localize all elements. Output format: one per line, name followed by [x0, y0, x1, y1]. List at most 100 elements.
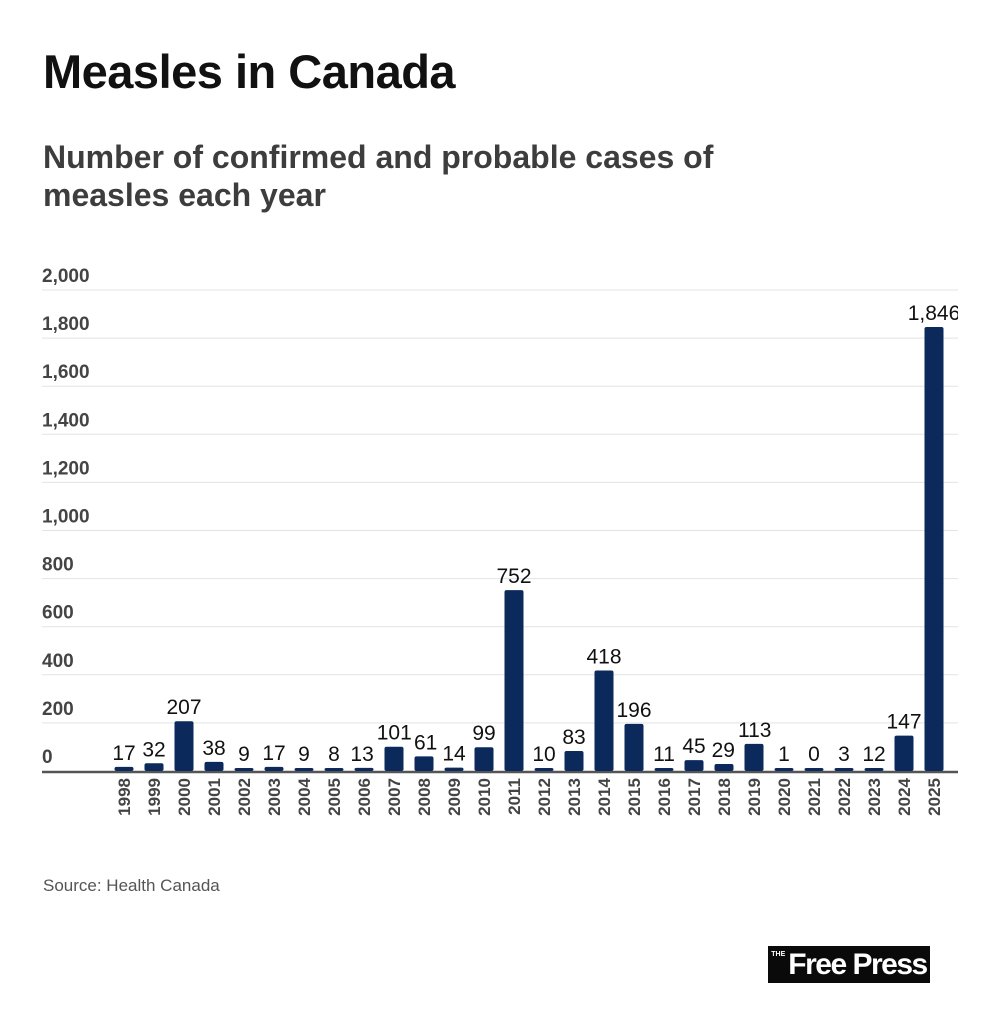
bar-value-label: 207	[166, 696, 201, 719]
bar-value-label: 1,846	[908, 302, 961, 325]
y-tick-label: 200	[42, 699, 74, 720]
bar-value-label: 8	[328, 743, 340, 766]
bar-value-label: 12	[862, 743, 885, 766]
bar-value-label: 32	[142, 738, 165, 761]
x-tick-label: 2016	[655, 778, 674, 816]
bar	[144, 763, 164, 771]
bar-value-label: 9	[298, 743, 310, 766]
x-tick-label: 2011	[505, 778, 524, 815]
bar	[354, 767, 374, 771]
bar	[564, 751, 584, 771]
x-tick-label: 2015	[625, 778, 644, 816]
bar-value-label: 3	[838, 743, 850, 766]
y-tick-label: 1,400	[42, 410, 90, 431]
bar-value-label: 196	[616, 699, 651, 722]
bar-value-label: 38	[202, 737, 225, 760]
x-tick-label: 2002	[235, 778, 254, 816]
x-tick-label: 1998	[115, 778, 134, 816]
x-tick-label: 2023	[865, 778, 884, 816]
x-tick-label: 2012	[535, 778, 554, 816]
x-tick-label: 2006	[355, 778, 374, 816]
y-tick-label: 1,200	[42, 458, 90, 479]
bar-value-label: 14	[442, 743, 466, 766]
bar	[174, 721, 194, 771]
bar-value-label: 45	[682, 735, 705, 758]
bar	[624, 723, 644, 771]
bar-value-label: 9	[238, 743, 250, 766]
bar-value-label: 147	[886, 711, 921, 734]
x-tick-label: 2025	[925, 778, 944, 816]
bar	[774, 768, 794, 771]
x-tick-label: 2000	[175, 778, 194, 816]
bar-value-label: 17	[112, 742, 135, 765]
bar-value-label: 10	[532, 743, 555, 766]
x-tick-label: 1999	[145, 778, 164, 816]
bar-chart: 0 200 400 600 800 1,000 1,200 1,400 1,600 1,800 2,…	[42, 266, 961, 816]
bar-value-label: 11	[653, 743, 675, 766]
chart-title: Measles in Canada	[43, 45, 456, 98]
x-tick-label: 2008	[415, 778, 434, 816]
x-tick-label: 2004	[295, 777, 314, 815]
bar	[834, 768, 854, 771]
y-tick-label: 1,600	[42, 362, 90, 383]
x-tick-label: 2022	[835, 778, 854, 816]
bar-value-label: 99	[472, 722, 495, 745]
bar-value-label: 13	[350, 743, 373, 766]
bar	[474, 747, 494, 771]
x-tick-label: 2001	[205, 778, 224, 816]
bar	[534, 768, 554, 771]
bar-value-label: 101	[377, 722, 412, 745]
bar-value-label: 0	[808, 743, 820, 766]
bar	[234, 768, 254, 771]
y-tick-label: 1,800	[42, 314, 90, 335]
bar	[114, 766, 134, 771]
bar	[684, 760, 704, 771]
logo-text: Free Press	[788, 948, 928, 981]
bar-value-label: 83	[562, 726, 585, 749]
bar-value-label: 752	[496, 565, 531, 588]
x-tick-label: 2024	[895, 777, 914, 815]
bar	[384, 746, 404, 771]
bar	[324, 768, 344, 771]
x-tick-label: 2005	[325, 778, 344, 816]
x-tick-label: 2019	[745, 778, 764, 816]
x-tick-label: 2010	[475, 778, 494, 816]
y-tick-label: 2,000	[42, 266, 90, 287]
bar	[654, 768, 674, 771]
bar	[504, 590, 524, 771]
bar	[444, 767, 464, 771]
x-tick-label: 2018	[715, 778, 734, 816]
bar	[264, 766, 284, 771]
bar	[594, 670, 614, 771]
bar	[744, 743, 764, 771]
x-tick-label: 2007	[385, 778, 404, 816]
y-tick-label: 600	[42, 603, 74, 624]
bar-value-label: 418	[586, 645, 621, 668]
bar	[864, 768, 884, 771]
bar	[414, 756, 434, 771]
x-tick-label: 2009	[445, 778, 464, 816]
bar	[204, 761, 224, 771]
bar-value-label: 113	[738, 719, 771, 742]
bar	[894, 735, 914, 771]
y-tick-label: 0	[42, 747, 53, 768]
bar	[924, 327, 944, 771]
x-tick-label: 2013	[565, 778, 584, 816]
x-tick-label: 2003	[265, 778, 284, 816]
chart-subtitle: Number of confirmed and probable cases o…	[43, 139, 714, 213]
x-tick-label: 2020	[775, 778, 794, 816]
x-tick-label: 2017	[685, 778, 704, 816]
bar-value-label: 29	[712, 739, 735, 762]
bar-value-label: 1	[778, 743, 790, 766]
bar-value-label: 61	[414, 731, 437, 754]
logo-the: THE	[771, 951, 786, 958]
bar	[714, 764, 734, 771]
y-tick-label: 1,000	[42, 507, 90, 528]
free-press-logo: THE Free Press	[768, 946, 930, 983]
bar-value-label: 17	[262, 742, 285, 765]
bar	[294, 768, 314, 771]
x-tick-label: 2014	[595, 777, 614, 815]
bar	[804, 768, 824, 771]
y-tick-label: 800	[42, 555, 74, 576]
y-tick-label: 400	[42, 651, 74, 672]
